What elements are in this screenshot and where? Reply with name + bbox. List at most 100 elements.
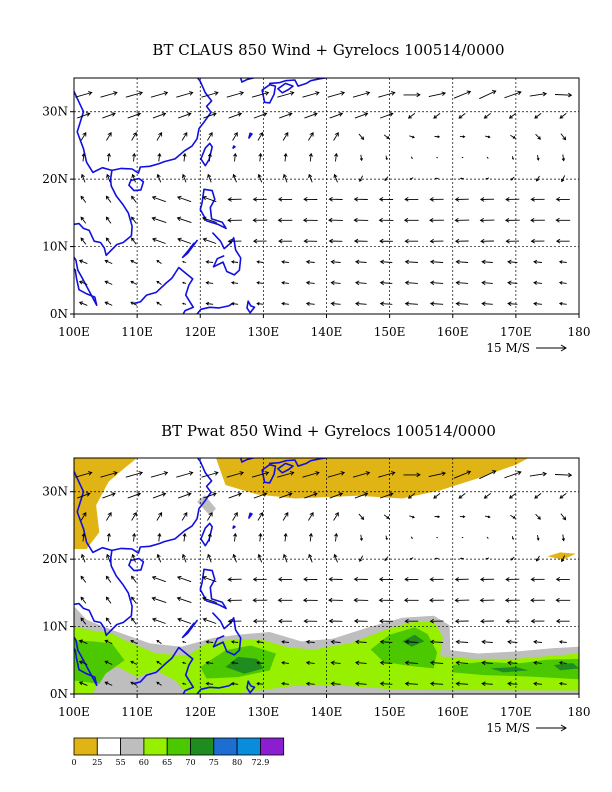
wind-vector bbox=[130, 681, 138, 686]
wind-vector bbox=[132, 532, 137, 542]
wind-vector bbox=[80, 216, 87, 224]
wind-vector bbox=[157, 152, 162, 162]
coastline bbox=[128, 557, 145, 572]
wind-vector bbox=[102, 492, 116, 499]
wind-vector bbox=[102, 112, 116, 119]
coastline bbox=[181, 619, 198, 639]
wind-vector bbox=[227, 197, 242, 202]
map-panel-2-pwat: 100E 110E 120E 130E 140E 150E 160E 170E 180 0N 10N… bbox=[42, 422, 590, 735]
wind-vector bbox=[409, 177, 414, 180]
wind-vector bbox=[429, 301, 444, 306]
wind-vector bbox=[481, 301, 493, 306]
wind-vector bbox=[151, 596, 167, 604]
wind-vector bbox=[353, 597, 369, 603]
wind-vector bbox=[383, 514, 390, 520]
wind-vector bbox=[130, 660, 138, 665]
wind-vector bbox=[429, 618, 444, 624]
colorbar-swatch bbox=[190, 737, 215, 756]
wind-vector bbox=[358, 513, 365, 521]
wind-vector bbox=[106, 532, 111, 542]
coastline bbox=[74, 78, 213, 174]
wind-vector bbox=[560, 513, 567, 521]
wind-vector bbox=[106, 173, 111, 183]
colorbar-swatch bbox=[166, 737, 191, 756]
x-tick-label: 130E bbox=[248, 705, 280, 719]
coastline bbox=[246, 300, 256, 314]
wind-vector bbox=[385, 535, 388, 541]
x-tick-label: 160E bbox=[437, 325, 469, 339]
wind-vector bbox=[125, 471, 144, 478]
wind-vector bbox=[232, 512, 238, 521]
x-tick-label: 180 bbox=[568, 325, 591, 339]
wind-vector bbox=[555, 197, 570, 202]
wind-vector bbox=[302, 91, 320, 98]
wind-vector bbox=[105, 216, 112, 224]
wind-vector bbox=[404, 259, 418, 265]
wind-vector bbox=[333, 132, 339, 141]
wind-vector bbox=[454, 598, 470, 603]
wind-vector bbox=[481, 660, 493, 666]
coastline bbox=[199, 568, 227, 610]
wind-vector bbox=[226, 471, 245, 478]
wind-vector bbox=[330, 280, 341, 286]
wind-vector bbox=[403, 597, 419, 603]
wind-vector bbox=[104, 259, 113, 265]
wind-vector bbox=[152, 492, 167, 499]
wind-vector bbox=[182, 682, 187, 685]
map-panel-1-claus: 100E 110E 120E 130E 140E 150E 160E 170E 180 0N 10N… bbox=[42, 41, 590, 355]
wind-vector bbox=[305, 639, 315, 644]
wind-vector bbox=[533, 660, 543, 665]
wind-vector bbox=[182, 302, 187, 305]
wind-vector bbox=[282, 132, 289, 141]
wind-vector bbox=[561, 534, 566, 542]
wind-vector bbox=[480, 238, 494, 244]
y-tick-label: 0N bbox=[50, 687, 68, 701]
wind-vector bbox=[80, 195, 87, 203]
wind-vector bbox=[481, 681, 493, 686]
wind-vector bbox=[333, 173, 338, 183]
wind-vector bbox=[177, 617, 192, 624]
wind-vector bbox=[207, 173, 212, 183]
y-tick-label: 0N bbox=[50, 307, 68, 321]
x-tick-label: 100E bbox=[58, 705, 90, 719]
wind-vector bbox=[176, 91, 194, 98]
wind-vector bbox=[253, 112, 268, 119]
wind-vector bbox=[152, 112, 167, 119]
wind-vector bbox=[504, 470, 522, 479]
wind-vector bbox=[504, 90, 522, 99]
wind-vector bbox=[308, 532, 313, 542]
wind-vector bbox=[510, 556, 515, 561]
wind-vector bbox=[277, 197, 293, 202]
wind-vector bbox=[104, 639, 113, 645]
wind-vector bbox=[353, 217, 369, 223]
colorbar-swatch bbox=[96, 737, 122, 756]
wind-vector bbox=[178, 492, 192, 499]
wind-vector bbox=[530, 598, 545, 603]
wind-vector bbox=[429, 681, 444, 686]
wind-vector bbox=[459, 557, 464, 560]
wind-vector bbox=[181, 132, 188, 141]
coastline bbox=[133, 266, 195, 314]
wind-vector bbox=[156, 681, 162, 686]
wind-vector bbox=[378, 197, 394, 202]
wind-vector bbox=[530, 238, 545, 244]
wind-vector bbox=[404, 238, 419, 244]
wind-vector bbox=[486, 536, 489, 539]
wind-vector bbox=[151, 575, 166, 583]
wind-vector bbox=[131, 173, 136, 183]
wind-vector bbox=[277, 597, 293, 603]
wind-vector bbox=[378, 217, 394, 223]
pwat-gray-patch bbox=[197, 495, 216, 516]
wind-vector bbox=[281, 280, 289, 285]
wind-vector bbox=[379, 681, 393, 686]
wind-vector bbox=[230, 260, 239, 264]
coastline bbox=[232, 525, 236, 529]
wind-vector bbox=[256, 301, 264, 306]
wind-vector bbox=[409, 557, 414, 560]
wind-vector bbox=[378, 597, 394, 603]
wind-vector bbox=[379, 259, 393, 265]
wind-vector bbox=[302, 597, 318, 603]
wind-vector bbox=[328, 597, 343, 603]
wind-vector bbox=[308, 152, 313, 162]
pwat-dry-patch bbox=[547, 552, 576, 560]
